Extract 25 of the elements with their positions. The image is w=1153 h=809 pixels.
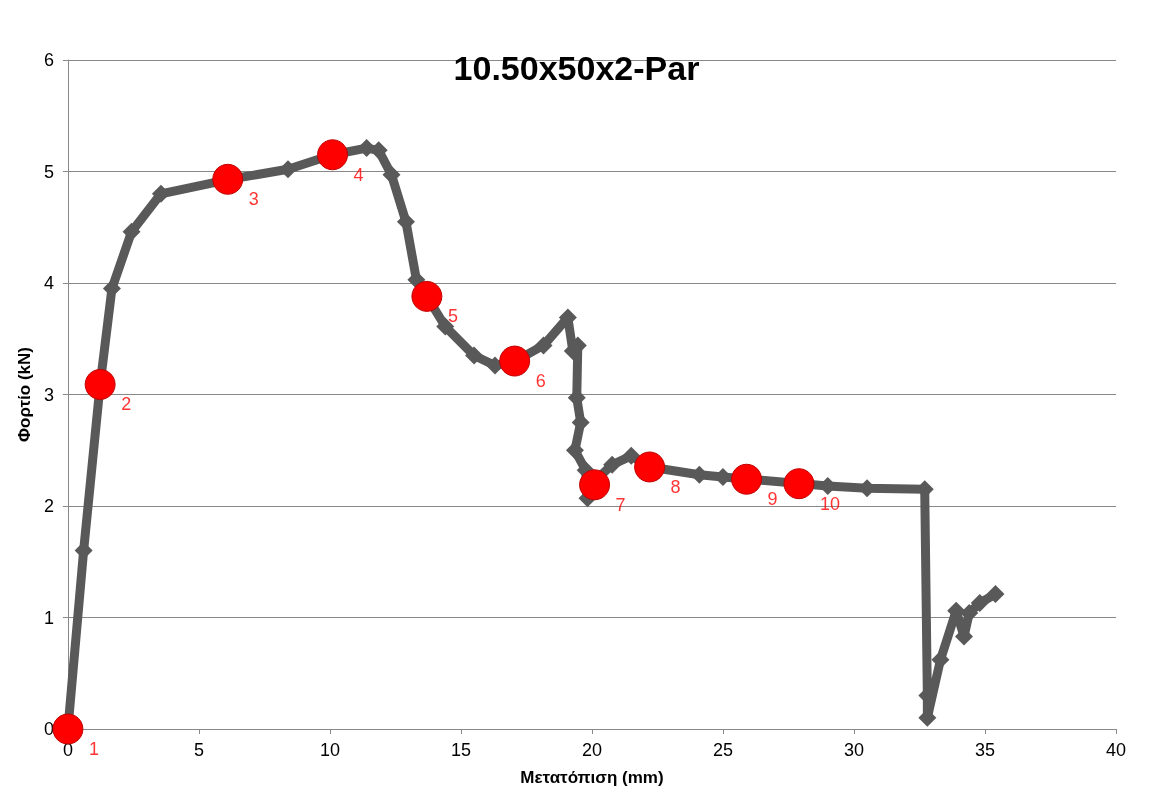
y-tick-label: 6 — [43, 50, 54, 70]
x-tick-label: 35 — [974, 740, 995, 760]
x-tick-label: 0 — [62, 740, 73, 760]
y-tick-label: 2 — [43, 496, 54, 516]
annotation: 8 — [670, 476, 681, 497]
x-tick-label: 5 — [193, 740, 204, 760]
x-tick-label: 40 — [1105, 740, 1127, 760]
x-tick-label: 15 — [450, 740, 471, 760]
y-tick-label: 3 — [43, 384, 54, 405]
y-tick-label: 4 — [43, 273, 54, 293]
x-axis-title: Μετατόπιση (mm) — [520, 768, 664, 787]
x-tick-label: 10 — [319, 740, 340, 760]
x-tick-label: 25 — [712, 740, 733, 760]
annotation: 1 — [88, 739, 99, 759]
y-axis-title: Φορτίο (kN) — [15, 347, 34, 442]
annotation: 6 — [535, 371, 546, 392]
chart-title: 10.50x50x2-Par — [453, 49, 700, 87]
y-tick-label: 5 — [43, 161, 54, 182]
annotation: 5 — [447, 306, 458, 327]
annotation: 9 — [767, 489, 778, 510]
x-tick-label: 20 — [581, 740, 602, 760]
x-tick-label: 30 — [843, 740, 864, 760]
annotation: 2 — [121, 394, 132, 415]
annotation: 3 — [248, 189, 259, 210]
y-tick-label: 1 — [43, 607, 54, 628]
